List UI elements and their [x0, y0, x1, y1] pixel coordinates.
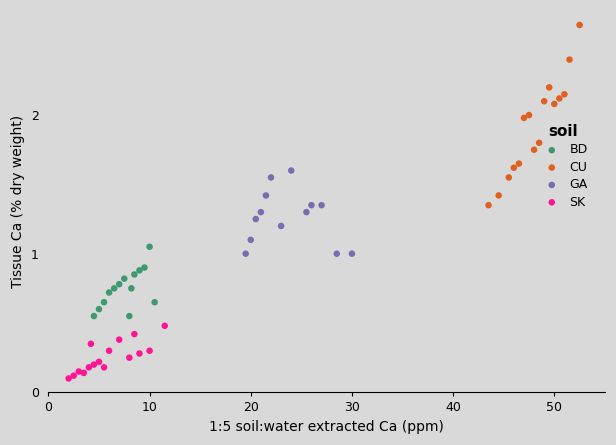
CU — [519, 114, 529, 121]
GA — [317, 202, 326, 209]
CU — [493, 192, 503, 199]
SK — [63, 375, 73, 382]
SK — [74, 368, 84, 375]
SK — [160, 322, 169, 329]
GA — [301, 209, 311, 216]
CU — [545, 84, 554, 91]
Legend: BD, CU, GA, SK: BD, CU, GA, SK — [539, 124, 588, 209]
CU — [539, 97, 549, 105]
GA — [266, 174, 276, 181]
CU — [514, 160, 524, 167]
BD — [140, 264, 150, 271]
GA — [241, 250, 251, 257]
SK — [69, 372, 79, 379]
SK — [129, 331, 139, 338]
BD — [89, 312, 99, 320]
X-axis label: 1:5 soil:water extracted Ca (ppm): 1:5 soil:water extracted Ca (ppm) — [209, 420, 444, 434]
GA — [332, 250, 342, 257]
BD — [129, 271, 139, 278]
GA — [286, 167, 296, 174]
CU — [559, 91, 569, 98]
CU — [534, 139, 544, 146]
GA — [307, 202, 317, 209]
SK — [99, 364, 109, 371]
SK — [124, 354, 134, 361]
SK — [79, 369, 89, 376]
BD — [150, 299, 160, 306]
CU — [564, 56, 574, 63]
BD — [124, 312, 134, 320]
SK — [84, 364, 94, 371]
GA — [276, 222, 286, 230]
CU — [549, 101, 559, 108]
BD — [120, 275, 129, 282]
SK — [104, 347, 114, 354]
BD — [99, 299, 109, 306]
CU — [554, 95, 564, 102]
CU — [509, 164, 519, 171]
BD — [145, 243, 155, 251]
SK — [134, 350, 144, 357]
SK — [89, 361, 99, 368]
SK — [94, 358, 104, 365]
GA — [246, 236, 256, 243]
GA — [251, 215, 261, 222]
GA — [347, 250, 357, 257]
BD — [109, 285, 119, 292]
BD — [134, 267, 144, 274]
CU — [529, 146, 539, 153]
GA — [261, 192, 271, 199]
CU — [524, 112, 534, 119]
CU — [575, 21, 585, 28]
BD — [115, 281, 124, 288]
SK — [86, 340, 96, 348]
GA — [256, 209, 265, 216]
BD — [104, 289, 114, 296]
CU — [484, 202, 493, 209]
SK — [115, 336, 124, 343]
BD — [126, 285, 136, 292]
Y-axis label: Tissue Ca (% dry weight): Tissue Ca (% dry weight) — [11, 115, 25, 288]
CU — [504, 174, 514, 181]
SK — [145, 347, 155, 354]
BD — [94, 306, 104, 313]
